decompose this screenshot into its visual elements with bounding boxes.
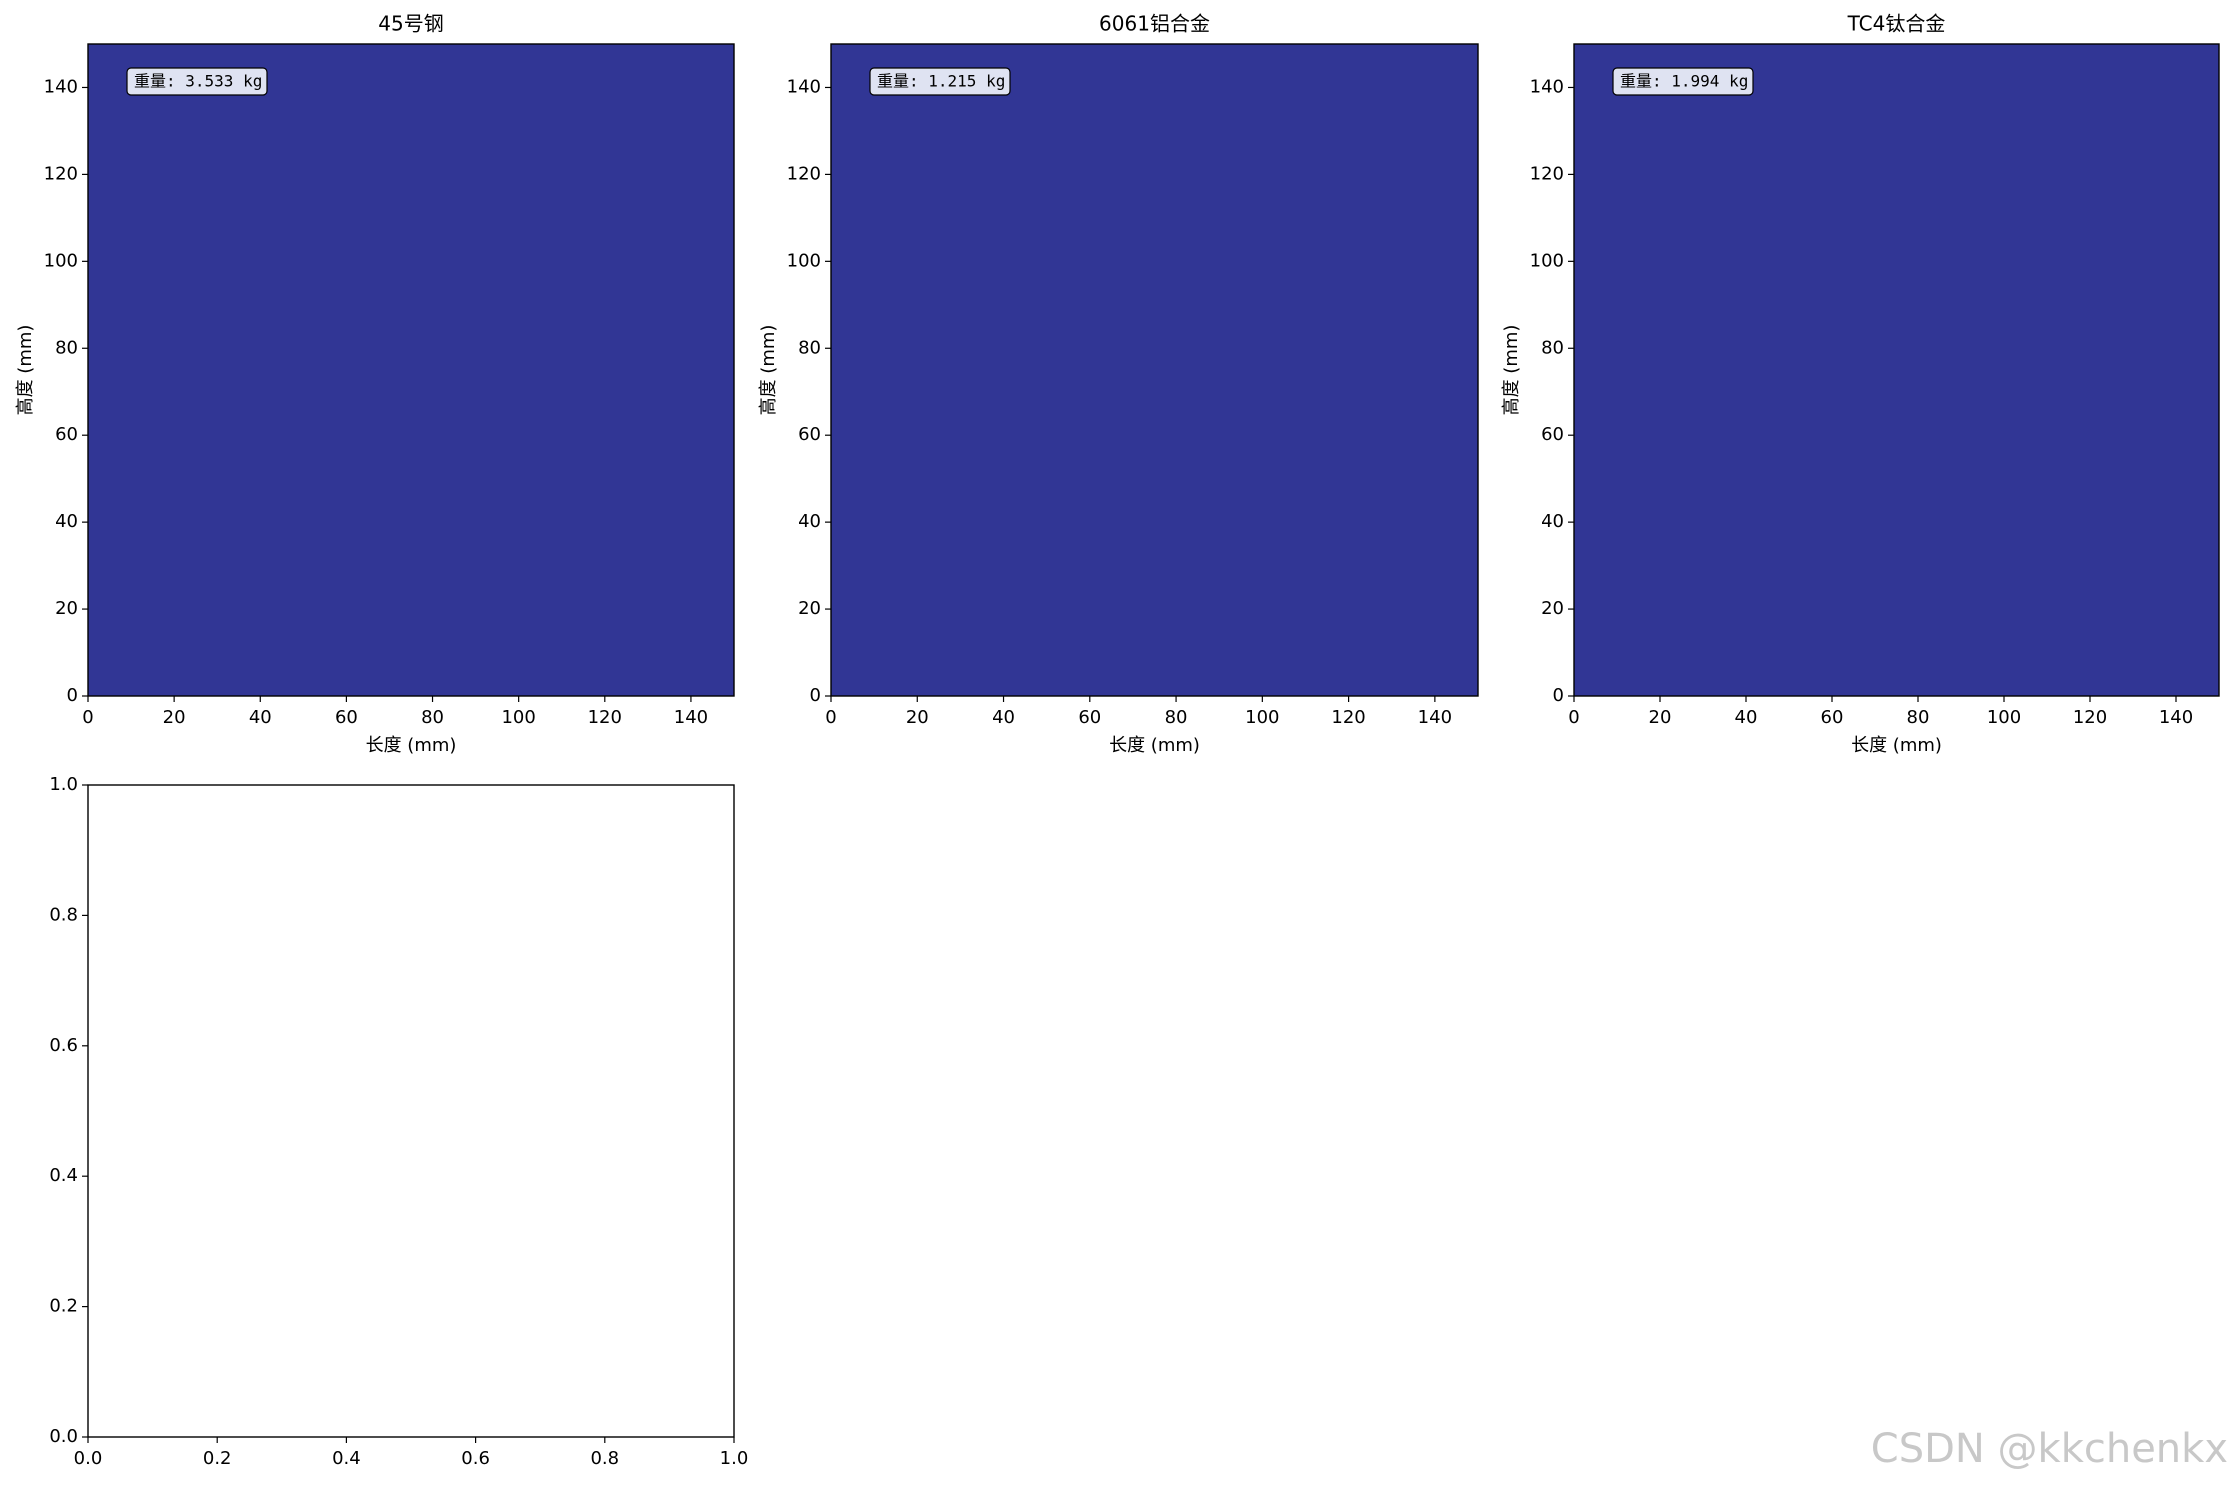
y-axis-label: 高度 (mm)	[15, 325, 36, 416]
y-tick-label: 100	[1530, 250, 1564, 271]
y-tick-label: 120	[44, 163, 78, 184]
annotation-box	[869, 67, 1011, 96]
y-tick-label: 20	[1541, 598, 1564, 619]
x-axis-label: 长度 (mm)	[1851, 735, 1942, 756]
x-tick-label: 100	[501, 707, 535, 728]
x-tick-label: 80	[1165, 707, 1188, 728]
x-axis-label: 长度 (mm)	[366, 735, 457, 756]
x-tick-label: 140	[2159, 707, 2193, 728]
subplot-title: TC4钛合金	[1847, 12, 1946, 36]
x-tick-label: 80	[421, 707, 444, 728]
annotation-text: 重量: 1.994 kg	[1620, 72, 1748, 91]
x-tick-label: 0.8	[590, 1448, 619, 1469]
annotation: 重量: 3.533 kg	[126, 67, 268, 96]
y-tick-label: 100	[44, 250, 78, 271]
y-tick-label: 60	[1541, 424, 1564, 445]
annotation-box	[126, 67, 268, 96]
x-axis-label: 长度 (mm)	[1109, 735, 1200, 756]
y-tick-label: 80	[55, 337, 78, 358]
y-axis-label: 高度 (mm)	[1501, 325, 1522, 416]
y-tick-label: 40	[55, 511, 78, 532]
x-tick-label: 80	[1907, 707, 1930, 728]
x-tick-label: 1.0	[720, 1448, 749, 1469]
y-tick-label: 40	[1541, 511, 1564, 532]
x-tick-label: 40	[992, 707, 1015, 728]
axes-frame	[830, 43, 1479, 697]
annotation-text: 重量: 3.533 kg	[134, 72, 262, 91]
axes-frame	[87, 784, 735, 1438]
x-tick-label: 20	[1649, 707, 1672, 728]
subplot-title: 6061铝合金	[1099, 12, 1210, 36]
annotation: 重量: 1.994 kg	[1612, 67, 1754, 96]
x-tick-label: 100	[1987, 707, 2021, 728]
y-tick-label: 140	[44, 76, 78, 97]
x-tick-label: 20	[906, 707, 929, 728]
axes-frame	[87, 43, 735, 697]
x-tick-label: 0.4	[332, 1448, 361, 1469]
y-tick-label: 60	[55, 424, 78, 445]
x-tick-label: 0.0	[74, 1448, 103, 1469]
y-tick-label: 0.4	[49, 1165, 78, 1186]
x-tick-label: 140	[674, 707, 708, 728]
y-tick-label: 1.0	[49, 774, 78, 795]
y-tick-label: 0	[67, 685, 78, 706]
x-tick-label: 0	[1568, 707, 1579, 728]
y-tick-label: 0.6	[49, 1035, 78, 1056]
y-tick-label: 140	[787, 76, 821, 97]
x-tick-label: 20	[163, 707, 186, 728]
annotation: 重量: 1.215 kg	[869, 67, 1011, 96]
filled-region	[88, 44, 734, 696]
axes-frame	[1573, 43, 2220, 697]
watermark: CSDN @kkchenkx	[1871, 1426, 2228, 1472]
x-tick-label: 60	[1821, 707, 1844, 728]
y-tick-label: 80	[798, 337, 821, 358]
x-tick-label: 0.6	[461, 1448, 490, 1469]
y-tick-label: 140	[1530, 76, 1564, 97]
y-tick-label: 20	[798, 598, 821, 619]
y-tick-label: 20	[55, 598, 78, 619]
x-tick-label: 100	[1245, 707, 1279, 728]
y-tick-label: 0.8	[49, 904, 78, 925]
x-tick-label: 120	[1331, 707, 1365, 728]
x-tick-label: 120	[588, 707, 622, 728]
y-tick-label: 120	[787, 163, 821, 184]
y-tick-label: 120	[1530, 163, 1564, 184]
y-tick-label: 40	[798, 511, 821, 532]
filled-region	[831, 44, 1478, 696]
y-tick-label: 60	[798, 424, 821, 445]
x-tick-label: 120	[2073, 707, 2107, 728]
annotation-box	[1612, 67, 1754, 96]
x-tick-label: 40	[1735, 707, 1758, 728]
x-tick-label: 0	[82, 707, 93, 728]
y-tick-label: 100	[787, 250, 821, 271]
x-tick-label: 60	[1078, 707, 1101, 728]
y-tick-label: 0.2	[49, 1296, 78, 1317]
y-tick-label: 0.0	[49, 1426, 78, 1447]
subplot-title: 45号钢	[378, 12, 443, 36]
filled-region	[1574, 44, 2219, 696]
x-tick-label: 0	[825, 707, 836, 728]
x-tick-label: 40	[249, 707, 272, 728]
x-tick-label: 140	[1418, 707, 1452, 728]
y-tick-label: 0	[1553, 685, 1564, 706]
annotation-text: 重量: 1.215 kg	[877, 72, 1005, 91]
y-tick-label: 0	[810, 685, 821, 706]
y-tick-label: 80	[1541, 337, 1564, 358]
x-tick-label: 60	[335, 707, 358, 728]
y-axis-label: 高度 (mm)	[758, 325, 779, 416]
x-tick-label: 0.2	[203, 1448, 232, 1469]
